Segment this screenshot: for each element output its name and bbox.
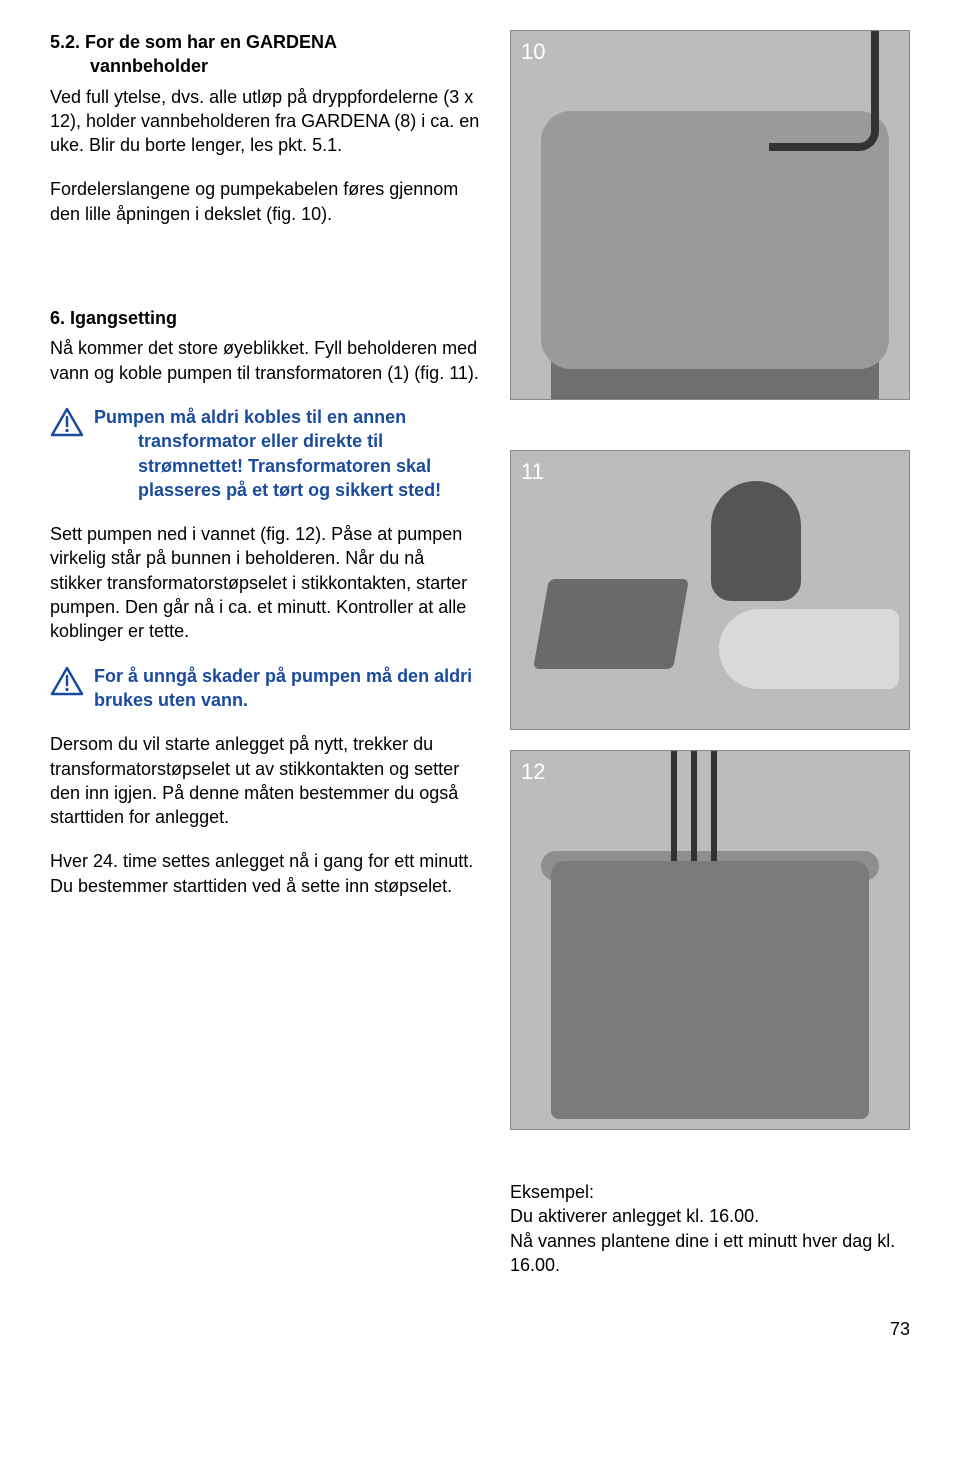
figure-12: 12 xyxy=(510,750,910,1130)
spacer xyxy=(50,246,480,306)
example-label: Eksempel: xyxy=(510,1180,910,1204)
paragraph-4: Sett pumpen ned i vannet (fig. 12). Påse… xyxy=(50,522,480,643)
warning-2-text: For å unngå skader på pumpen må den aldr… xyxy=(94,664,480,713)
figure-10-label: 10 xyxy=(521,37,545,67)
page-content: 5.2. For de som har en GARDENA vannbehol… xyxy=(50,30,910,1277)
warning-1: Pumpen må aldri kobles til en annen tran… xyxy=(50,405,480,502)
figure-12-label: 12 xyxy=(521,757,545,787)
warning-triangle-icon xyxy=(50,407,84,443)
warning-1-text: Pumpen må aldri kobles til en annen tran… xyxy=(94,405,480,502)
figure-11: 11 xyxy=(510,450,910,730)
paragraph-6: Hver 24. time settes anlegget nå i gang … xyxy=(50,849,480,898)
figure-11-illustration xyxy=(511,451,909,729)
left-column: 5.2. For de som har en GARDENA vannbehol… xyxy=(50,30,480,1277)
heading-5-2: 5.2. For de som har en GARDENA vannbehol… xyxy=(50,30,480,79)
example-line-1: Du aktiverer anlegget kl. 16.00. xyxy=(510,1204,910,1228)
figure-10-illustration xyxy=(511,31,909,399)
figure-12-illustration xyxy=(511,751,909,1129)
right-column: 10 11 12 xyxy=(510,30,910,1277)
paragraph-1: Ved full ytelse, dvs. alle utløp på dryp… xyxy=(50,85,480,158)
heading-5-2-line1: 5.2. For de som har en GARDENA xyxy=(50,32,337,52)
paragraph-5: Dersom du vil starte anlegget på nytt, t… xyxy=(50,732,480,829)
paragraph-3: Nå kommer det store øyeblikket. Fyll beh… xyxy=(50,336,480,385)
heading-6: 6. Igangsetting xyxy=(50,306,480,330)
example-block: Eksempel: Du aktiverer anlegget kl. 16.0… xyxy=(510,1180,910,1277)
heading-5-2-line2: vannbeholder xyxy=(50,56,208,76)
warning-2: For å unngå skader på pumpen må den aldr… xyxy=(50,664,480,713)
page-number: 73 xyxy=(50,1317,910,1341)
example-line-2: Nå vannes plantene dine i ett minutt hve… xyxy=(510,1229,910,1278)
warning-triangle-icon xyxy=(50,666,84,702)
figure-11-label: 11 xyxy=(521,457,544,487)
paragraph-2: Fordelerslangene og pumpekabelen føres g… xyxy=(50,177,480,226)
figure-10: 10 xyxy=(510,30,910,400)
